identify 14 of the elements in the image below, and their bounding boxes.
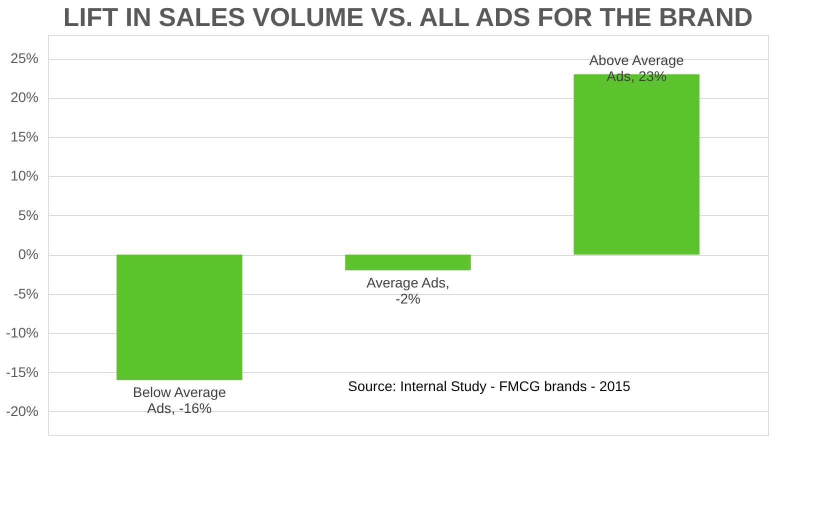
y-tick-label: -20%: [6, 402, 38, 419]
chart-title: LIFT IN SALES VOLUME VS. ALL ADS FOR THE BRAND: [63, 2, 753, 32]
y-tick-label: 20%: [10, 89, 38, 106]
data-label: Average Ads, -2%: [366, 274, 450, 306]
y-tick-label: -15%: [6, 364, 38, 380]
data-label: Below Average Ads, -16%: [132, 384, 226, 416]
y-tick-label: 15%: [10, 128, 38, 144]
y-tick-label: 10%: [10, 168, 38, 184]
y-tick-label: 5%: [18, 206, 38, 223]
y-tick-label: -5%: [14, 285, 38, 302]
y-tick-label: 25%: [10, 50, 38, 66]
y-tick-label: 0%: [18, 246, 38, 262]
y-tick-label: -10%: [6, 324, 38, 341]
annotation: Source: Internal Study - FMCG brands - 2015: [348, 378, 631, 394]
